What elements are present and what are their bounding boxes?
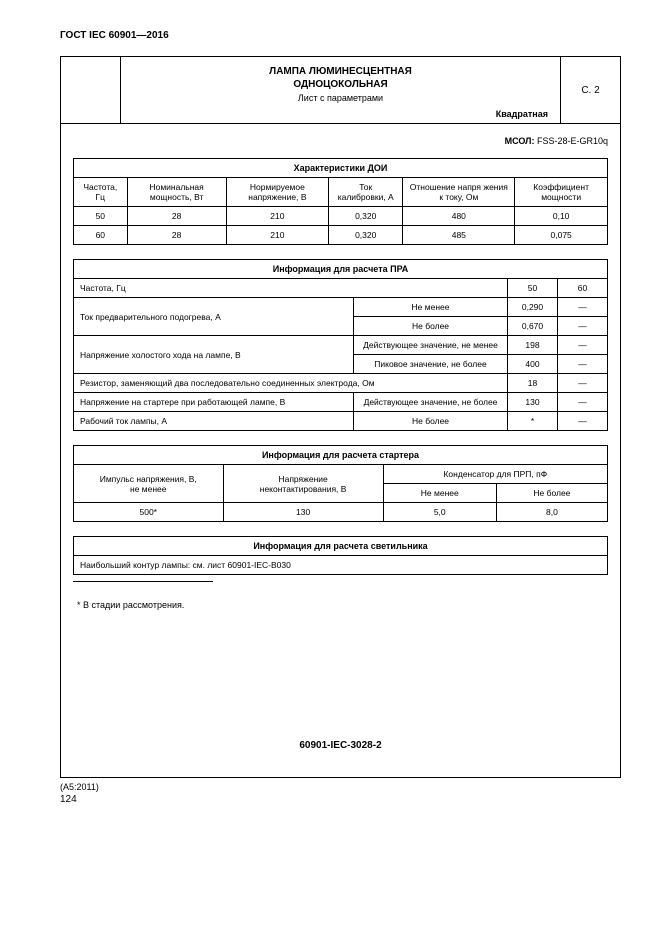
doi-header: Коэффициент мощности (515, 178, 608, 207)
pra-v60: — (558, 298, 608, 317)
doi-caption: Характеристики ДОИ (74, 159, 608, 178)
starter-h1: Импульс напряжения, В, не менее (74, 465, 224, 503)
title-sub: Лист с параметрами (125, 93, 556, 103)
doi-cell: 28 (127, 207, 226, 226)
luminaire-text: Наибольший контур лампы: см. лист 60901-… (74, 556, 608, 575)
pra-param: Напряжение на стартере при работающей ла… (74, 393, 354, 412)
pra-freq-50: 50 (508, 279, 558, 298)
pra-caption: Информация для расчета ПРА (74, 260, 608, 279)
doi-cell: 50 (74, 207, 128, 226)
pra-freq-label: Частота, Гц (74, 279, 508, 298)
luminaire-table: Информация для расчета светильника Наибо… (73, 536, 608, 575)
title-page-ref: С. 2 (560, 57, 620, 123)
page-number: 124 (60, 794, 621, 805)
pra-v50: * (508, 412, 558, 431)
pra-param: Напряжение холостого хода на лампе, В (74, 336, 354, 374)
footnote: * В стадии рассмотрения. (73, 600, 608, 610)
pra-v50: 0,290 (508, 298, 558, 317)
footnote-rule (73, 581, 213, 582)
pra-v60: — (558, 412, 608, 431)
starter-h3a: Не менее (383, 484, 496, 503)
starter-v3: 5,0 (383, 503, 496, 522)
starter-h3b: Не более (496, 484, 607, 503)
starter-table: Информация для расчета стартера Импульс … (73, 445, 608, 522)
starter-v4: 8,0 (496, 503, 607, 522)
doi-cell: 0,320 (329, 207, 403, 226)
pra-table: Информация для расчета ПРА Частота, Гц 5… (73, 259, 608, 431)
title-center: ЛАМПА ЛЮМИНЕСЦЕНТНАЯ ОДНОЦОКОЛЬНАЯ Лист … (121, 57, 560, 123)
msol-value: FSS-28-E-GR10q (534, 136, 608, 146)
pra-v60: — (558, 317, 608, 336)
pra-v50: 198 (508, 336, 558, 355)
doi-cell: 0,320 (329, 226, 403, 245)
pra-param: Рабочий ток лампы, А (74, 412, 354, 431)
doi-header: Частота, Гц (74, 178, 128, 207)
pra-cond: Действующее значение, не менее (354, 336, 508, 355)
pra-v60: — (558, 374, 608, 393)
title-left-empty (61, 57, 121, 123)
doi-header: Ток калибровки, А (329, 178, 403, 207)
pra-param: Резистор, заменяющий два последовательно… (74, 374, 508, 393)
pra-v60: — (558, 393, 608, 412)
doi-header: Отношение напря жения к току, Ом (403, 178, 515, 207)
doi-cell: 0,10 (515, 207, 608, 226)
standard-header: ГОСТ IEC 60901—2016 (60, 30, 621, 41)
pra-cond: Не более (354, 317, 508, 336)
starter-h2: Напряжение неконтактирования, В (223, 465, 383, 503)
doi-cell: 210 (226, 226, 328, 245)
title-shape: Квадратная (125, 109, 556, 119)
pra-cond: Не более (354, 412, 508, 431)
title-row: ЛАМПА ЛЮМИНЕСЦЕНТНАЯ ОДНОЦОКОЛЬНАЯ Лист … (61, 57, 620, 124)
starter-h3: Конденсатор для ПРП, пФ (383, 465, 607, 484)
msol-line: МСОЛ: FSS-28-E-GR10q (73, 136, 608, 146)
pra-v50: 18 (508, 374, 558, 393)
title-line1: ЛАМПА ЛЮМИНЕСЦЕНТНАЯ (125, 65, 556, 78)
pra-v50: 130 (508, 393, 558, 412)
doi-table: Характеристики ДОИ Частота, ГцНоминальна… (73, 158, 608, 245)
pra-cond: Пиковое значение, не более (354, 355, 508, 374)
starter-v2: 130 (223, 503, 383, 522)
starter-v1: 500* (74, 503, 224, 522)
content-area: МСОЛ: FSS-28-E-GR10q Характеристики ДОИ … (61, 124, 620, 777)
doi-header: Номинальная мощность, Вт (127, 178, 226, 207)
luminaire-caption: Информация для расчета светильника (74, 537, 608, 556)
doi-cell: 485 (403, 226, 515, 245)
doi-cell: 28 (127, 226, 226, 245)
msol-label: МСОЛ: (505, 136, 535, 146)
pra-v50: 0,670 (508, 317, 558, 336)
pra-v50: 400 (508, 355, 558, 374)
doi-header: Нормируемое напряжение, В (226, 178, 328, 207)
pra-v60: — (558, 336, 608, 355)
starter-caption: Информация для расчета стартера (74, 446, 608, 465)
amendment: (А5:2011) (60, 782, 621, 792)
pra-param: Ток предварительного подогрева, А (74, 298, 354, 336)
title-line2: ОДНОЦОКОЛЬНАЯ (125, 78, 556, 91)
pra-freq-60: 60 (558, 279, 608, 298)
doi-cell: 0,075 (515, 226, 608, 245)
pra-cond: Действующее значение, не более (354, 393, 508, 412)
document-frame: ЛАМПА ЛЮМИНЕСЦЕНТНАЯ ОДНОЦОКОЛЬНАЯ Лист … (60, 56, 621, 778)
pra-cond: Не менее (354, 298, 508, 317)
doc-id: 60901-IEC-3028-2 (73, 740, 608, 757)
doi-cell: 210 (226, 207, 328, 226)
doi-cell: 60 (74, 226, 128, 245)
pra-v60: — (558, 355, 608, 374)
doi-cell: 480 (403, 207, 515, 226)
